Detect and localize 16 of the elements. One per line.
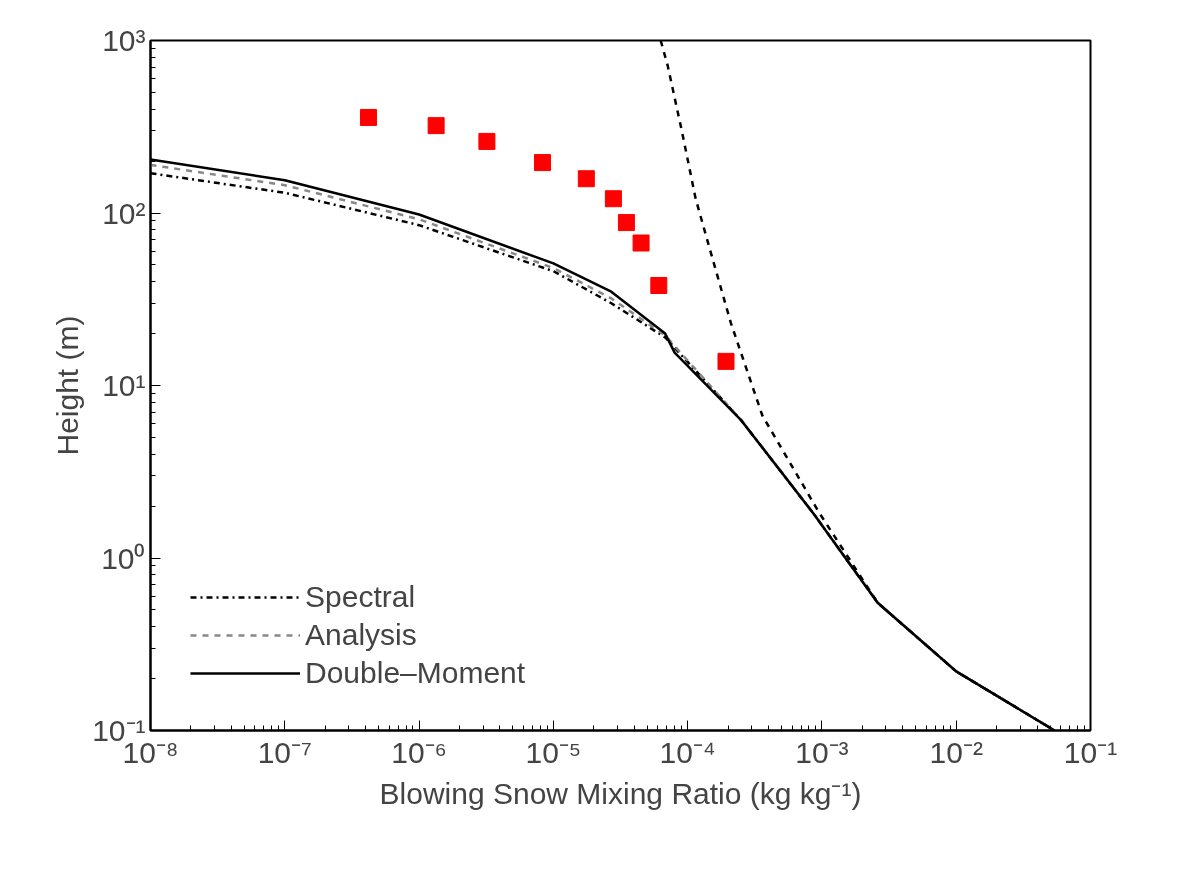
- y-tick-label: 10¹: [102, 369, 146, 402]
- x-tick-label: 10⁻⁴: [659, 735, 716, 769]
- legend-label: Spectral: [305, 580, 416, 614]
- x-tick-label: 10⁻⁷: [257, 735, 312, 769]
- x-tick-label: 10⁻⁶: [391, 735, 447, 769]
- x-tick-label: 10⁻³: [795, 735, 849, 769]
- x-tick-label: 10⁻²: [929, 735, 983, 769]
- y-tick-label: 10⁰: [101, 541, 146, 575]
- x-tick-label: 10⁻⁵: [525, 735, 582, 769]
- y-axis-title: Height (m): [51, 315, 85, 456]
- x-axis-title: Blowing Snow Mixing Ratio (kg kg⁻¹): [379, 776, 862, 810]
- legend-label: Analysis: [305, 618, 417, 652]
- y-tick-label: 10³: [102, 24, 146, 57]
- legend-label: Double–Moment: [305, 656, 526, 690]
- y-tick-label: 10²: [102, 196, 146, 230]
- x-tick-label: 10⁻¹: [1063, 735, 1118, 769]
